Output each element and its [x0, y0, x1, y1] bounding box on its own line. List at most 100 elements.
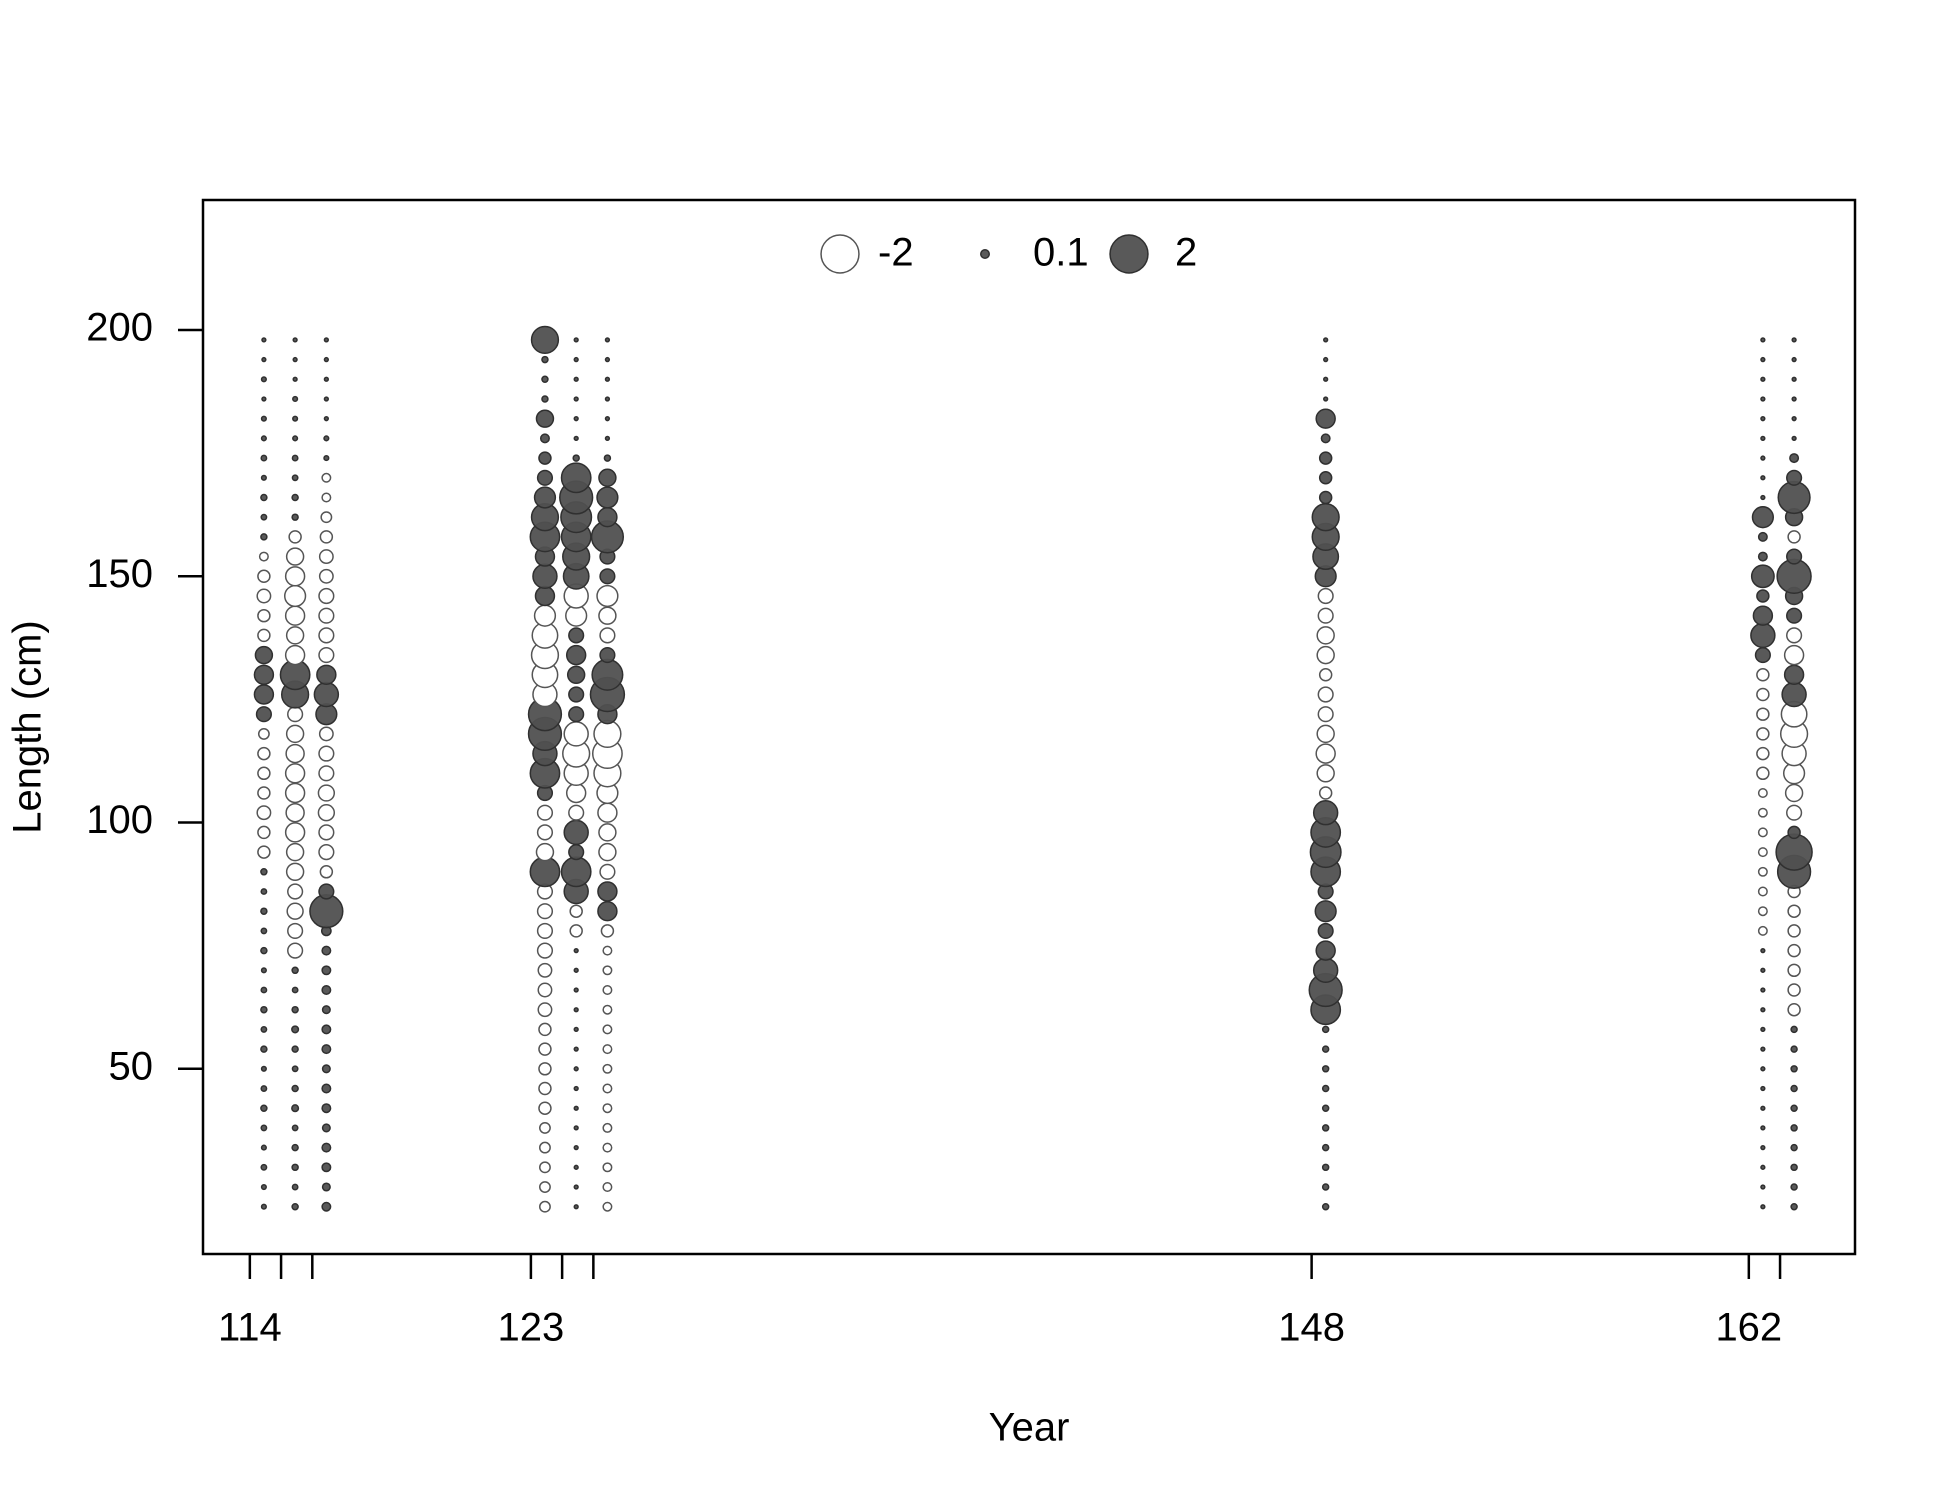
bubble — [291, 1084, 299, 1093]
bubble — [1754, 647, 1771, 664]
bubble — [1760, 987, 1766, 993]
bubble — [532, 563, 558, 590]
legend-marker — [980, 249, 990, 259]
bubble — [573, 376, 579, 382]
bubble — [257, 825, 271, 840]
bubble — [318, 765, 335, 782]
bubble — [285, 802, 305, 823]
bubble — [291, 1183, 299, 1191]
bubble — [1787, 983, 1801, 997]
bubble — [320, 511, 333, 524]
bubble — [260, 493, 268, 502]
bubble — [284, 566, 306, 587]
bubble — [1315, 743, 1336, 764]
bubble — [260, 986, 268, 994]
bubble — [291, 454, 299, 462]
legend-label: 2 — [1175, 231, 1197, 275]
bubble — [321, 1083, 332, 1094]
bubble — [323, 396, 329, 402]
bubble — [292, 395, 299, 403]
bubble — [538, 1042, 552, 1056]
bubble — [1790, 1025, 1798, 1034]
bubble — [535, 842, 555, 862]
bubble — [321, 1005, 331, 1015]
bubble — [257, 786, 271, 800]
x-tick-label: 123 — [498, 1306, 565, 1350]
bubble — [285, 547, 305, 566]
bubble — [292, 435, 299, 442]
bubble — [287, 883, 304, 900]
bubble — [288, 530, 302, 544]
bubble — [573, 337, 579, 343]
bubble — [316, 664, 337, 686]
bubble — [321, 1162, 332, 1173]
bubble — [602, 1024, 613, 1035]
bubble — [536, 804, 554, 821]
bubble — [1790, 1084, 1798, 1093]
bubble — [321, 985, 332, 995]
x-tick-label: 114 — [218, 1306, 282, 1350]
bubble — [318, 647, 335, 664]
bubble — [1756, 668, 1770, 682]
bubble — [1791, 416, 1797, 422]
bubble — [260, 1025, 268, 1033]
bubble — [318, 627, 335, 644]
bubble — [1323, 376, 1329, 382]
bubble — [597, 506, 618, 528]
bubble — [1786, 804, 1803, 821]
bubble — [536, 469, 554, 486]
bubble — [258, 551, 269, 562]
bubble — [1760, 1184, 1766, 1190]
bubble — [256, 588, 272, 604]
bubble — [1317, 922, 1334, 939]
bubble — [602, 965, 613, 976]
bubble — [1315, 940, 1336, 961]
bubble — [319, 865, 334, 879]
bubble — [560, 856, 592, 888]
bubble — [1750, 564, 1775, 589]
bubble — [569, 924, 583, 938]
bubble — [1757, 866, 1768, 877]
bubble — [261, 356, 267, 363]
bubble — [1760, 1007, 1766, 1013]
bubble — [568, 706, 585, 723]
bubble — [536, 824, 554, 841]
bubble — [602, 945, 613, 956]
bubble — [1784, 783, 1804, 803]
bubble — [321, 472, 332, 483]
bubble — [318, 568, 334, 584]
bubble — [285, 862, 305, 882]
bubble — [602, 1201, 613, 1212]
bubble — [1790, 1183, 1798, 1191]
bubble — [1757, 925, 1768, 936]
bubble — [321, 945, 332, 956]
bubble — [602, 1162, 613, 1173]
bubble — [1321, 1143, 1330, 1152]
bubble — [1317, 587, 1334, 605]
bubble — [1775, 833, 1813, 871]
bubble — [538, 1081, 552, 1096]
bubble — [599, 863, 616, 880]
bubble — [321, 1064, 331, 1074]
bubble — [292, 337, 298, 343]
bubble — [1786, 607, 1803, 624]
bubble — [1757, 847, 1768, 858]
bubble — [1790, 1104, 1798, 1112]
bubble — [593, 719, 622, 749]
bubble — [1317, 706, 1334, 723]
bubble — [260, 967, 267, 974]
bubble — [285, 724, 305, 744]
bubble — [284, 644, 306, 666]
legend-marker — [1109, 234, 1149, 274]
bubble — [1790, 1143, 1798, 1152]
bubble — [1787, 1002, 1801, 1017]
bubble — [318, 824, 335, 841]
bubble — [1760, 475, 1766, 481]
bubble — [260, 946, 268, 955]
bubble — [604, 376, 611, 382]
bubble — [591, 658, 624, 691]
bubble — [1790, 1065, 1798, 1073]
bubble — [1791, 337, 1797, 343]
bubble — [291, 1124, 299, 1132]
bubble — [573, 1204, 579, 1210]
